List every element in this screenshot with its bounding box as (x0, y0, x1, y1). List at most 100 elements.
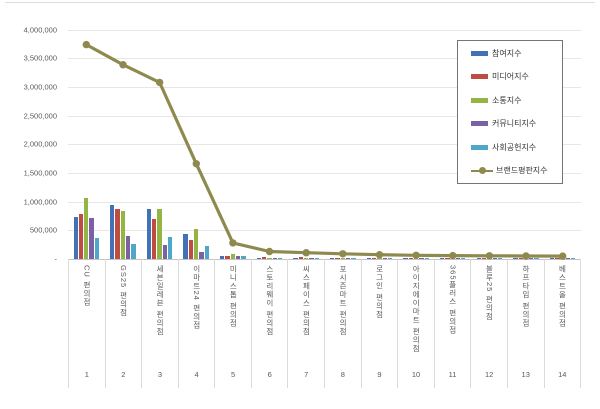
bar (481, 258, 487, 259)
y-axis-tick-label: - (54, 254, 58, 264)
category-name-wrap: 스토리웨이 편의점 (252, 259, 288, 361)
bar-group (251, 30, 288, 259)
bar (157, 209, 162, 259)
bar (461, 258, 466, 259)
bar (304, 257, 309, 259)
category-name-wrap: 베스트올 편의점 (545, 259, 581, 361)
legend-label: 소통지수 (492, 95, 522, 105)
category-name-wrap: 로그인 편의점 (362, 259, 398, 361)
bar (89, 217, 94, 259)
category-name: GS25 편의점 (119, 265, 129, 317)
category-name: 하프타임 편의점 (521, 265, 531, 328)
bar (168, 236, 173, 259)
bar (188, 240, 194, 259)
bar (408, 258, 413, 259)
legend-item: 커뮤니티지수 (458, 112, 562, 136)
legend-color-swatch-icon (471, 144, 488, 150)
bar (497, 258, 503, 259)
category-cell: 로그인 편의점 9 (360, 259, 398, 388)
category-name: 스토리웨이 편의점 (265, 265, 275, 337)
bar (115, 208, 120, 259)
category-rank-number: 9 (377, 369, 382, 379)
bar-group (215, 30, 252, 259)
bar (571, 258, 576, 259)
category-name: 세븐일레븐 편의점 (155, 265, 165, 337)
category-name: 아이지에이마트 편의점 (411, 265, 421, 354)
bar (73, 216, 78, 259)
gridline (68, 29, 581, 31)
bar (335, 257, 340, 259)
legend-label: 커뮤니티지수 (492, 119, 537, 129)
bar (204, 245, 209, 259)
category-cell: 블루25 편의점 12 (470, 259, 507, 388)
bar (110, 205, 115, 259)
bar-group (105, 30, 142, 259)
category-rank-number: 7 (304, 369, 309, 379)
y-axis-tick-label: 1,500,000 (23, 168, 57, 178)
bar (272, 257, 277, 259)
y-axis-tick-label: 2,000,000 (23, 139, 57, 149)
bar (162, 245, 168, 259)
category-name-wrap: 세븐일레븐 편의점 (142, 259, 178, 361)
bar (199, 251, 204, 259)
category-rank-number: 5 (231, 369, 236, 379)
category-cell: 365플러스 편의점 11 (433, 259, 471, 388)
bar (529, 258, 534, 259)
category-cell: GS25 편의점 2 (104, 259, 142, 388)
bar (194, 229, 199, 259)
bar-group (141, 30, 178, 259)
bar (330, 258, 335, 259)
bar (277, 257, 283, 259)
y-axis-tick-label: 2,500,000 (23, 110, 57, 120)
bar (314, 257, 319, 259)
bar (351, 257, 356, 259)
category-name: 미니스톱 편의점 (228, 265, 238, 328)
y-axis-tick-label: 500,000 (29, 225, 57, 235)
category-name-wrap: 이마트24 편의점 (179, 259, 215, 361)
legend: 참여지수 미디어지수 소통지수 커뮤니티지수 사회공헌지수 브랜드평판지수 (457, 40, 563, 184)
legend-color-swatch-icon (471, 121, 488, 127)
bar (236, 256, 241, 259)
y-axis-tick-label: 3,000,000 (23, 82, 57, 92)
bar (387, 258, 393, 259)
bar (262, 257, 267, 259)
category-name: 씨스페이스 편의점 (301, 265, 311, 337)
category-cell: 세븐일레븐 편의점 3 (141, 259, 178, 388)
category-rank-number: 1 (84, 369, 89, 379)
bar (403, 258, 408, 259)
bar-group (288, 30, 325, 259)
category-name: 블루25 편의점 (484, 265, 494, 321)
legend-label: 미디어지수 (492, 72, 529, 82)
legend-item: 참여지수 (458, 41, 562, 65)
category-cell: 미니스톱 편의점 5 (214, 259, 251, 388)
category-name: 365플러스 편의점 (448, 265, 458, 335)
bar (439, 258, 445, 259)
bar-group (325, 30, 362, 259)
bar (371, 257, 377, 259)
bar (256, 257, 262, 259)
bar (94, 237, 100, 259)
bar (309, 258, 314, 259)
category-rank-number: 13 (521, 369, 530, 379)
bar (492, 258, 497, 259)
x-axis-category-labels: CU 편의점 1 GS25 편의점 2 세븐일레븐 편의점 3 이마트24 편의점 4 미니스톱… (68, 259, 582, 388)
category-name-wrap: 씨스페이스 편의점 (288, 259, 324, 361)
bar (476, 258, 481, 259)
chart-top-border (5, 2, 595, 3)
bar-group (361, 30, 398, 259)
legend-item: 브랜드평판지수 (458, 159, 562, 183)
category-name: 로그인 편의점 (375, 265, 385, 320)
category-name: 포시즌마트 편의점 (338, 265, 348, 337)
bar (377, 258, 382, 259)
category-name-wrap: GS25 편의점 (106, 259, 142, 361)
category-cell: 포시즌마트 편의점 8 (324, 259, 361, 388)
bar (78, 214, 84, 259)
bar (518, 258, 523, 259)
bar (267, 257, 272, 259)
bar (293, 257, 298, 259)
category-rank-number: 2 (121, 369, 126, 379)
y-axis-tick-label: 3,500,000 (23, 53, 57, 63)
bar (513, 258, 518, 259)
category-rank-number: 8 (340, 369, 345, 379)
